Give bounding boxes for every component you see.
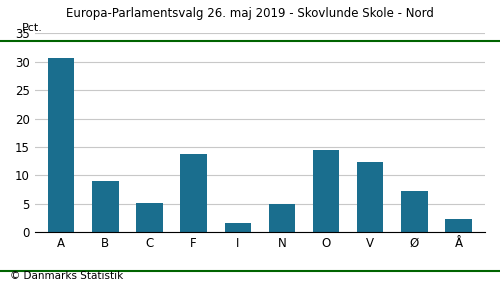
Text: © Danmarks Statistik: © Danmarks Statistik	[10, 271, 123, 281]
Bar	[92, 181, 118, 232]
Bar	[136, 203, 163, 232]
Bar	[48, 58, 74, 232]
Bar	[180, 155, 207, 232]
Bar	[401, 191, 427, 232]
Bar	[357, 162, 384, 232]
Bar	[313, 150, 340, 232]
Bar	[268, 204, 295, 232]
Bar	[446, 219, 472, 232]
Text: Pct.: Pct.	[22, 23, 42, 34]
Text: Europa-Parlamentsvalg 26. maj 2019 - Skovlunde Skole - Nord: Europa-Parlamentsvalg 26. maj 2019 - Sko…	[66, 7, 434, 20]
Bar	[224, 222, 251, 232]
